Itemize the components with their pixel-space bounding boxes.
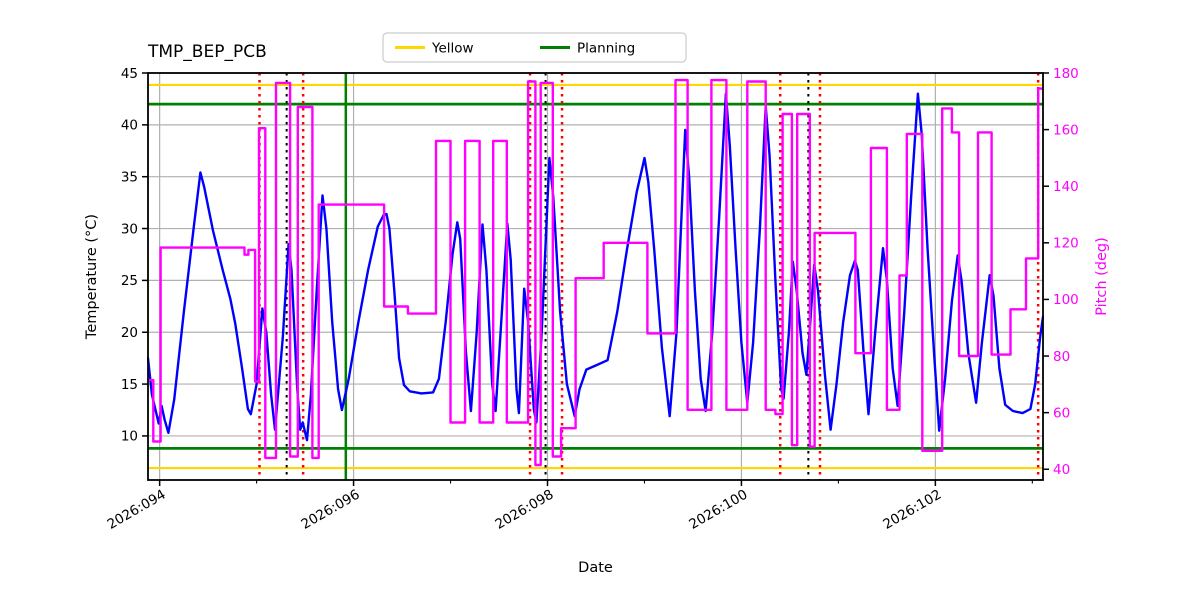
chart-title: TMP_BEP_PCB <box>147 42 267 62</box>
x-tick-label: 2026:098 <box>492 487 556 533</box>
y-right-tick-label: 140 <box>1053 179 1079 195</box>
y-left-tick-label: 15 <box>121 377 138 393</box>
plot-border <box>147 72 1044 481</box>
y-axis-label-left: Temperature (°C) <box>84 214 100 340</box>
y-left-tick-label: 25 <box>121 273 138 289</box>
y-left-tick-label: 30 <box>121 221 138 237</box>
y-right-tick-label: 40 <box>1053 462 1070 478</box>
y-left-tick-label: 20 <box>121 325 138 341</box>
legend-label-yellow: Yellow <box>431 41 474 57</box>
y-right-tick-label: 100 <box>1053 292 1079 308</box>
x-tick-label: 2026:100 <box>686 487 750 533</box>
y-left-tick-label: 10 <box>121 429 138 445</box>
y-right-tick-label: 120 <box>1053 236 1079 252</box>
legend-label-planning: Planning <box>577 41 635 57</box>
y-left-tick-label: 40 <box>121 118 138 134</box>
x-axis-label: Date <box>578 560 613 576</box>
legend-box <box>382 32 687 63</box>
temperature-series <box>147 92 1044 442</box>
y-axis-label-right: Pitch (deg) <box>1094 237 1110 316</box>
y-left-tick-label: 45 <box>121 66 138 82</box>
y-right-tick-label: 160 <box>1053 122 1079 138</box>
x-tick-label: 2026:102 <box>880 487 944 533</box>
x-tick-label: 2026:094 <box>105 487 169 533</box>
y-left-tick-label: 35 <box>121 169 138 185</box>
y-right-tick-label: 80 <box>1053 349 1070 365</box>
x-tick-label: 2026:096 <box>299 487 363 533</box>
pitch-series <box>148 78 1043 467</box>
y-right-tick-label: 180 <box>1053 66 1079 82</box>
y-right-tick-label: 60 <box>1053 405 1070 421</box>
